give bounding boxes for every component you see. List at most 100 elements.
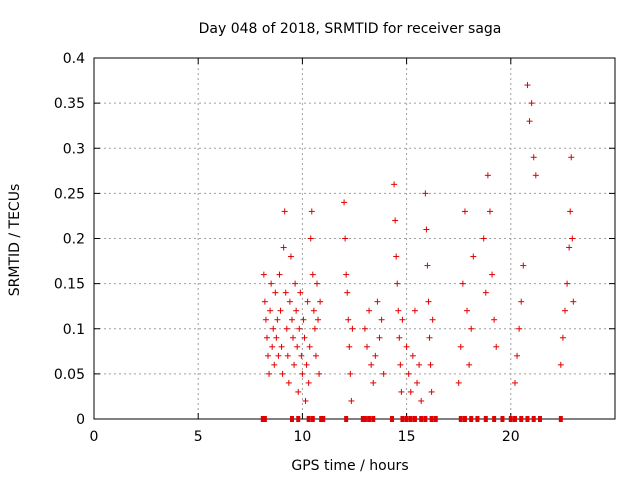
data-point: [374, 298, 381, 305]
data-point: [393, 253, 400, 260]
data-point: [284, 352, 291, 359]
data-point: [397, 361, 404, 368]
data-point: [267, 307, 274, 314]
grid-lines: [94, 58, 615, 419]
zero-point-marker: [558, 416, 563, 422]
data-point: [480, 235, 487, 242]
data-point: [345, 316, 352, 323]
data-point: [568, 154, 575, 161]
zero-point-marker: [262, 416, 267, 422]
data-point: [301, 334, 308, 341]
data-point: [368, 361, 375, 368]
data-point: [276, 271, 283, 278]
data-point: [279, 370, 286, 377]
data-point: [416, 361, 423, 368]
data-point: [394, 280, 401, 287]
data-point: [346, 343, 353, 350]
zero-point-marker: [321, 416, 326, 422]
data-point: [294, 343, 301, 350]
data-point: [344, 289, 351, 296]
data-point: [403, 343, 410, 350]
data-point: [283, 325, 290, 332]
data-point: [263, 334, 270, 341]
data-point: [313, 280, 320, 287]
data-point: [265, 352, 272, 359]
data-point: [304, 298, 311, 305]
data-point: [269, 343, 276, 350]
data-point: [491, 316, 498, 323]
zero-point-marker: [390, 416, 395, 422]
data-point: [315, 316, 322, 323]
data-point: [361, 325, 368, 332]
data-point: [273, 334, 280, 341]
data-point: [405, 370, 412, 377]
data-point: [372, 352, 379, 359]
data-point: [530, 154, 537, 161]
data-point: [316, 370, 323, 377]
data-point: [293, 307, 300, 314]
zero-point-marker: [289, 416, 294, 422]
x-tick-label: 5: [194, 429, 203, 445]
y-tick-label: 0.35: [54, 96, 85, 112]
data-point: [310, 307, 317, 314]
zero-point-marker: [408, 416, 413, 422]
data-point: [349, 325, 356, 332]
data-point: [297, 289, 304, 296]
data-point: [282, 289, 289, 296]
data-point: [342, 235, 349, 242]
data-point: [484, 172, 491, 179]
data-point: [281, 208, 288, 215]
data-point: [272, 289, 279, 296]
zero-point-marker: [344, 416, 349, 422]
y-tick-label: 0: [76, 412, 85, 428]
data-point: [570, 298, 577, 305]
zero-point-marker: [433, 416, 438, 422]
data-point: [414, 379, 421, 386]
data-point: [407, 388, 414, 395]
data-point: [514, 352, 521, 359]
data-point: [466, 361, 473, 368]
data-point: [366, 307, 373, 314]
data-point: [468, 325, 475, 332]
x-axis-label: GPS time / hours: [291, 458, 408, 474]
data-point: [376, 334, 383, 341]
data-point: [370, 379, 377, 386]
data-point: [418, 397, 425, 404]
data-point: [292, 280, 299, 287]
y-tick-label: 0.4: [63, 51, 85, 67]
x-tick-label: 10: [293, 429, 311, 445]
data-point: [343, 271, 350, 278]
data-point: [260, 271, 267, 278]
data-point: [526, 118, 533, 125]
data-point: [305, 379, 312, 386]
data-point: [290, 334, 297, 341]
y-tick-label: 0.25: [54, 186, 85, 202]
data-point: [296, 325, 303, 332]
data-point: [428, 388, 435, 395]
y-tick-label: 0.15: [54, 277, 85, 293]
data-point: [425, 298, 432, 305]
zero-point-marker: [462, 416, 467, 422]
data-point: [262, 316, 269, 323]
zero-point-marker: [362, 416, 367, 422]
data-point: [461, 208, 468, 215]
data-point: [455, 379, 462, 386]
data-point: [364, 343, 371, 350]
axis-ticks: 0 5 10 15 20 0 0.05 0.1 0.15 0.2 0.25 0.3 0.35 0.4: [54, 51, 615, 445]
data-point: [427, 361, 434, 368]
data-point: [286, 298, 293, 305]
zero-point-marker: [519, 416, 524, 422]
data-point: [285, 379, 292, 386]
data-point: [398, 388, 405, 395]
zero-point-marker: [492, 416, 497, 422]
zero-point-marker: [537, 416, 542, 422]
data-point: [411, 307, 418, 314]
zero-point-marker: [475, 416, 480, 422]
y-tick-label: 0.3: [63, 141, 85, 157]
data-point: [426, 334, 433, 341]
data-point: [266, 370, 273, 377]
data-point: [291, 361, 298, 368]
data-point: [271, 361, 278, 368]
data-point: [306, 343, 313, 350]
